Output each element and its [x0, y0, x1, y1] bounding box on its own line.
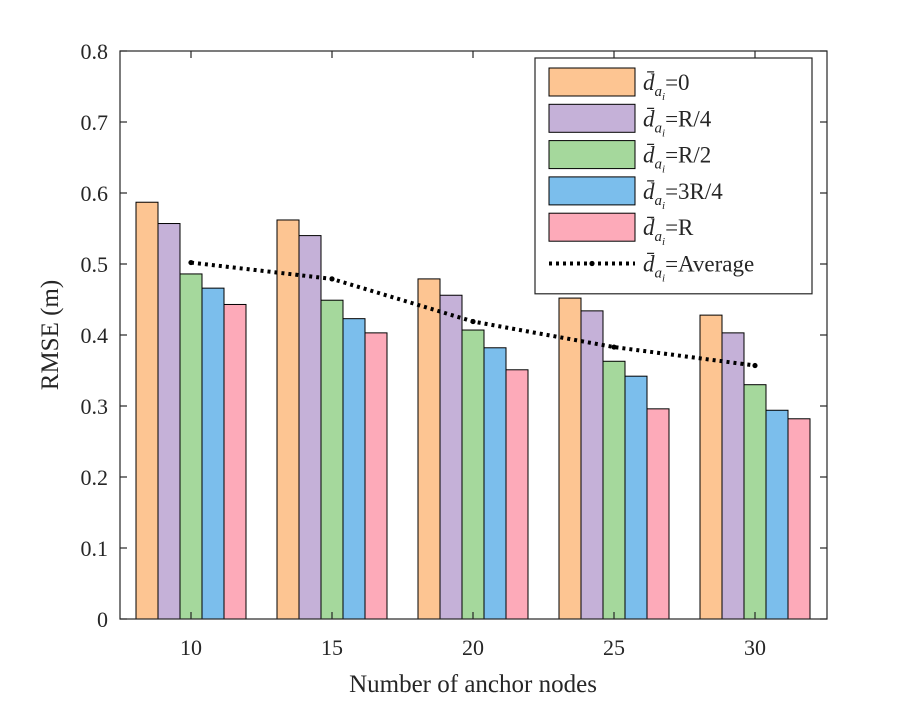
x-tick-label: 25: [603, 635, 625, 660]
bar-series1-30: [699, 314, 723, 620]
bar-series5-30: [787, 418, 811, 620]
bar-series1-25: [558, 297, 582, 620]
bar-series1-10: [135, 201, 159, 620]
legend-label-1: d̄ai=0: [643, 70, 690, 103]
bar-series4-25: [624, 375, 648, 620]
x-tick-label: 10: [180, 635, 202, 660]
bar-series3-20: [461, 329, 485, 620]
bar-series5-10: [223, 303, 247, 620]
legend-label-5: d̄ai=R: [643, 215, 694, 248]
x-axis-label: Number of anchor nodes: [349, 671, 597, 698]
bar-series4-15: [342, 318, 366, 620]
average-line-layer: [188, 259, 758, 369]
bar-series1-20: [417, 278, 441, 620]
legend-label-2: d̄ai=R/4: [643, 106, 712, 139]
bar-series4-20: [483, 347, 507, 620]
y-axis-label: RMSE (m): [37, 280, 64, 390]
bar-series3-25: [602, 360, 626, 620]
y-tick-label: 0.3: [81, 394, 109, 419]
bar-series1-15: [276, 219, 300, 620]
bar-series3-10: [179, 273, 203, 620]
x-tick-label: 30: [744, 635, 766, 660]
y-tick-label: 0.7: [81, 110, 109, 135]
legend-swatch-marker: [589, 260, 595, 267]
bar-series3-15: [320, 299, 344, 620]
y-tick-label: 0.4: [81, 323, 109, 348]
y-tick-label: 0.8: [81, 39, 109, 64]
average-point-25: [611, 344, 617, 350]
legend-swatch-4: [548, 176, 636, 206]
bar-series4-10: [201, 287, 225, 620]
y-tick-label: 0.2: [81, 465, 109, 490]
bars-layer: [135, 201, 811, 620]
bar-series2-10: [157, 223, 181, 620]
bar-series2-25: [580, 310, 604, 620]
average-point-10: [188, 259, 194, 266]
legend-swatch-5: [548, 212, 636, 242]
x-tick-label: 20: [462, 635, 484, 660]
bar-series2-20: [439, 294, 463, 620]
legend-swatch-2: [548, 103, 636, 133]
legend-label-3: d̄ai=R/2: [643, 143, 711, 176]
bar-series4-30: [765, 409, 789, 620]
x-tick-label: 15: [321, 635, 343, 660]
average-point-15: [329, 276, 335, 282]
bar-series5-20: [505, 369, 529, 620]
y-tick-label: 0.1: [81, 536, 109, 561]
legend: d̄ai=0d̄ai=R/4 d̄ai=R/2d̄ai=3R/4d̄ai=R d̄a…: [534, 57, 813, 295]
bar-series5-25: [646, 408, 670, 620]
bar-series2-15: [298, 235, 322, 620]
bar-series5-15: [364, 332, 388, 620]
legend-label-4: d̄ai=3R/4: [643, 179, 723, 212]
y-tick-label: 0.5: [81, 252, 109, 277]
average-point-20: [470, 318, 476, 325]
legend-box: [534, 57, 813, 295]
bar-series3-30: [743, 384, 767, 620]
y-axis-ticks: 0 0.1 0.2 0.3 0.4 0.5 0.6 0.7 0.8: [81, 39, 827, 632]
bar-series2-30: [721, 332, 745, 620]
x-axis-ticks: 10 15 20 25 30: [180, 51, 766, 660]
legend-swatch-3: [548, 140, 636, 170]
legend-label-6: d̄ai=Average: [643, 252, 754, 285]
y-tick-label: 0: [97, 607, 108, 632]
legend-swatch-1: [548, 67, 636, 97]
average-point-30: [752, 362, 758, 369]
y-tick-label: 0.6: [81, 181, 109, 206]
